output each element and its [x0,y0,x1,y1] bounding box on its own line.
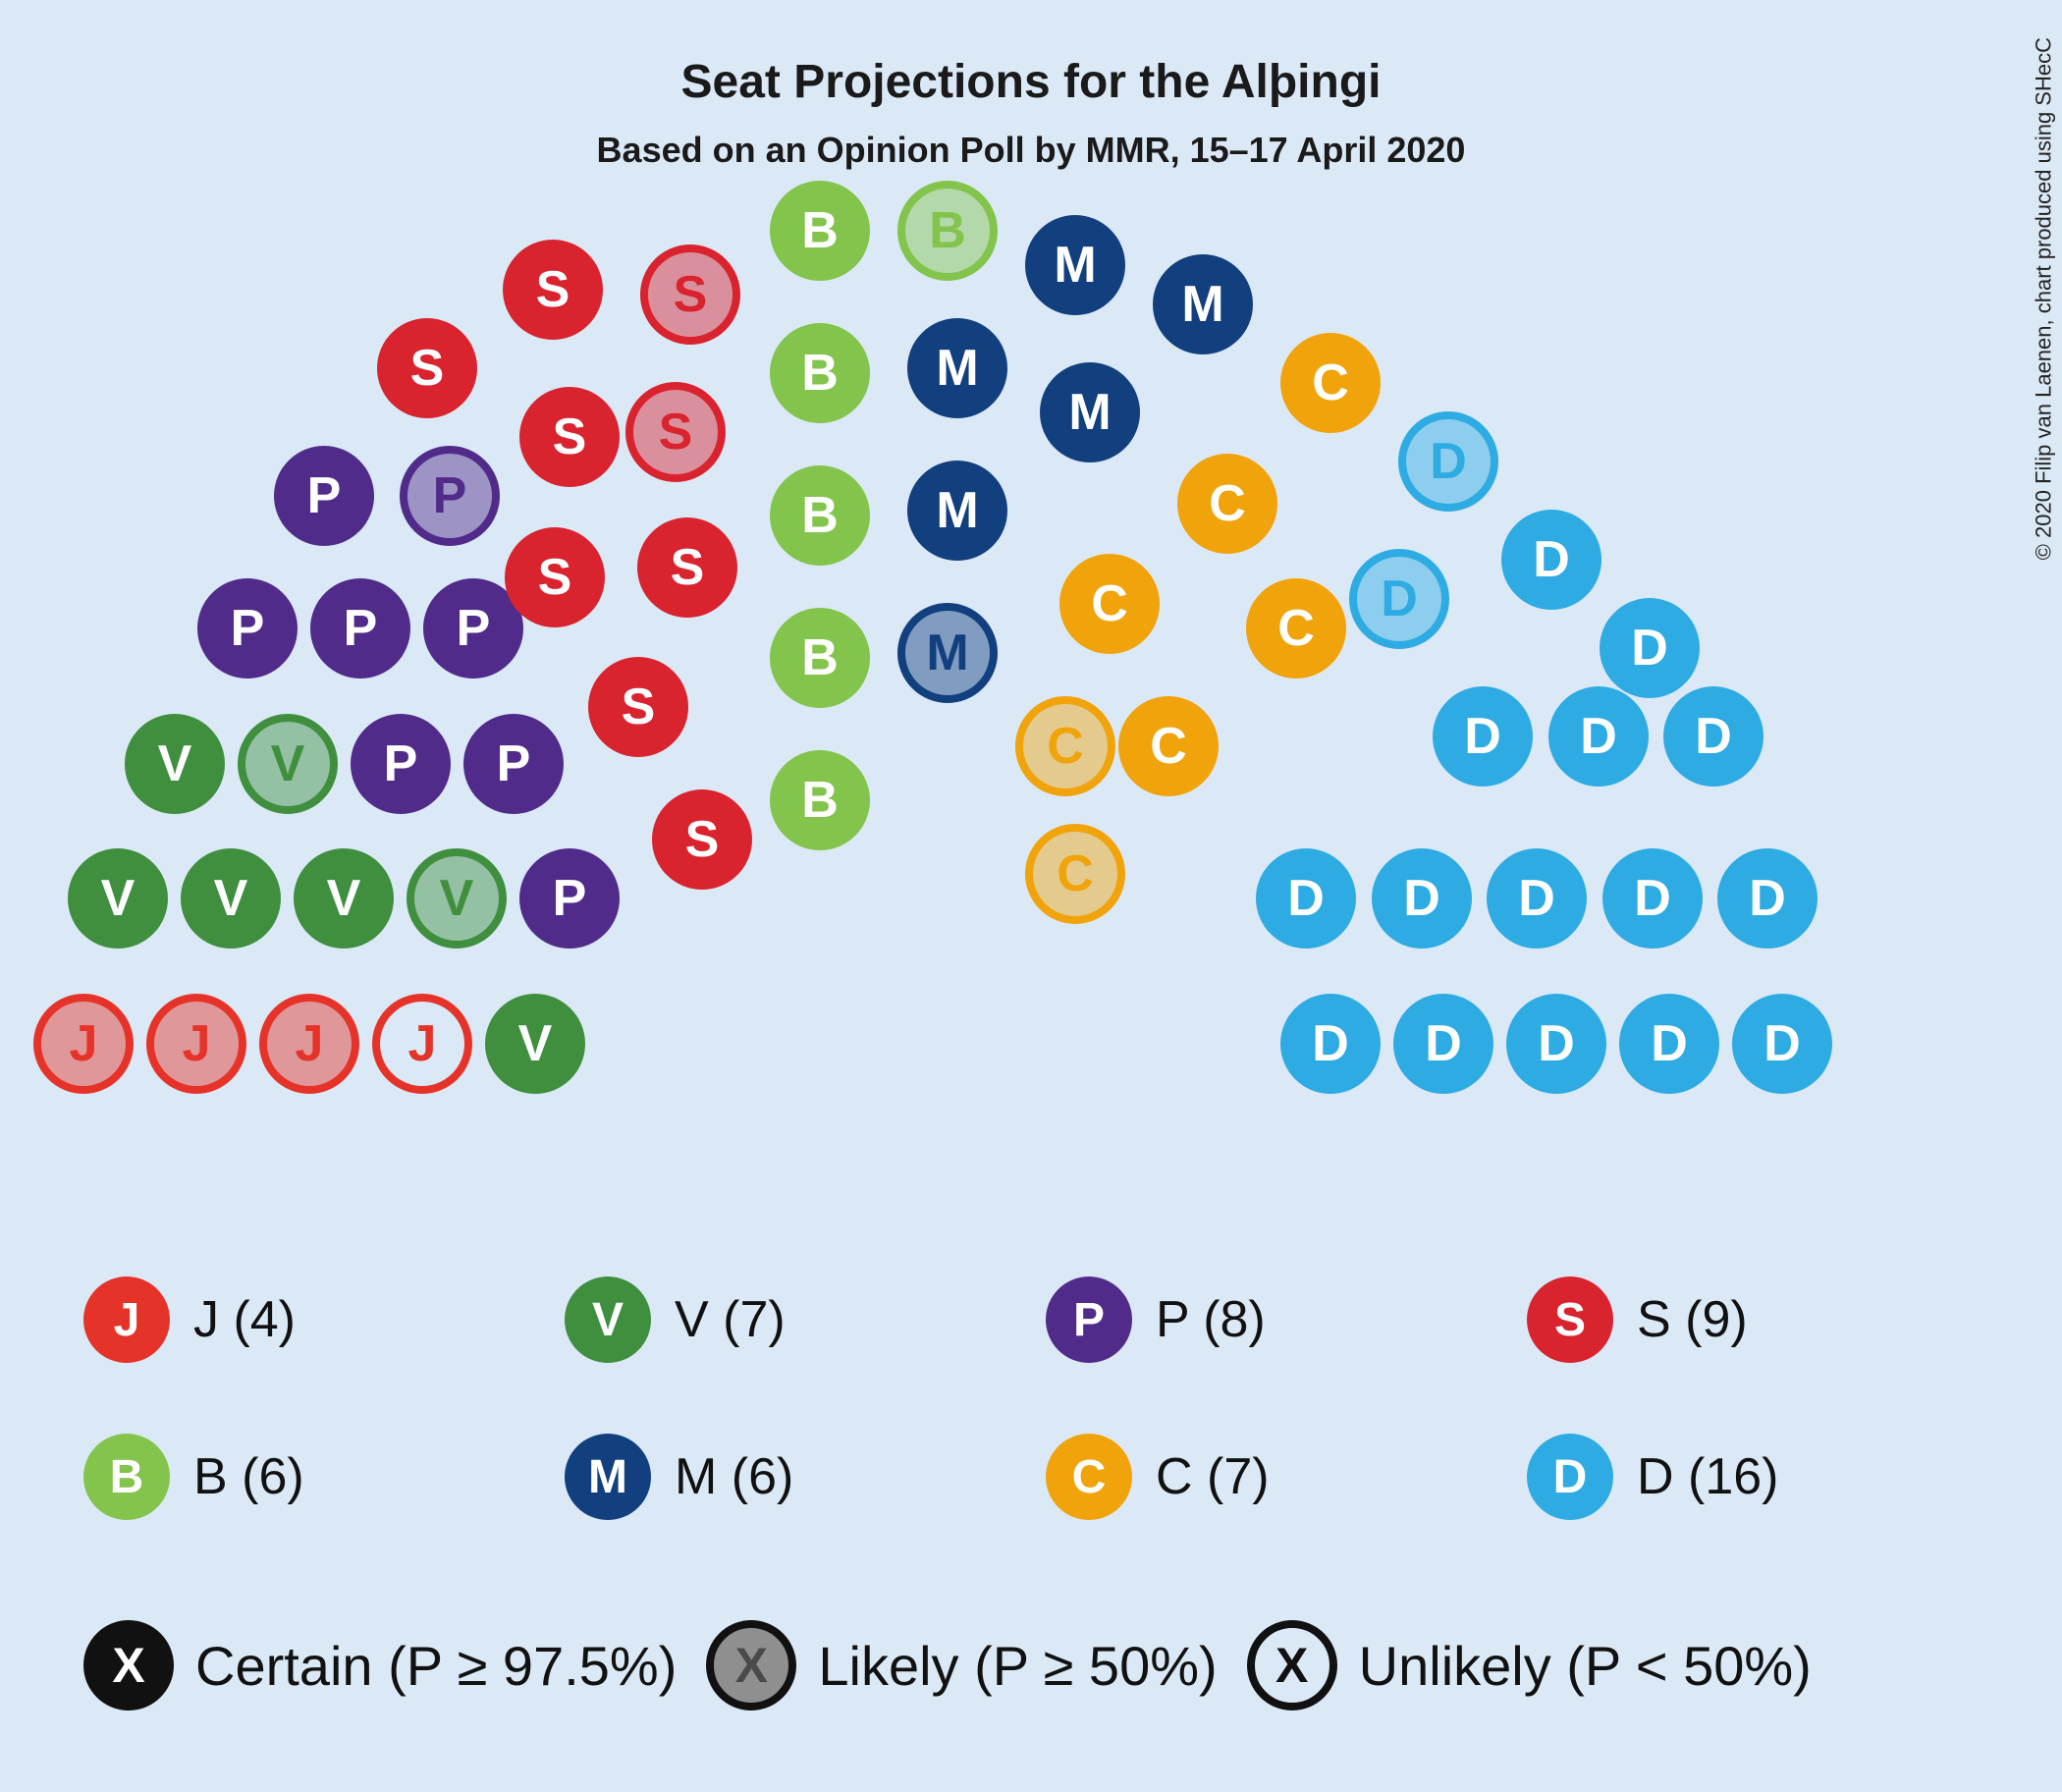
seat: B [770,608,870,708]
legend-dot: M [565,1434,651,1520]
seat: M [1040,362,1140,462]
probability-legend: X Certain (P ≥ 97.5%) X Likely (P ≥ 50%) X Un… [83,1620,1841,1711]
seat: D [1256,848,1356,949]
seat: S [503,240,603,340]
seat: M [907,461,1007,561]
seat: V [125,714,225,814]
legend-label: D (16) [1637,1447,1778,1506]
probability-label: Certain (P ≥ 97.5%) [195,1634,677,1698]
seat: D [1548,686,1649,787]
seat: P [197,578,298,679]
seat: M [1025,215,1125,315]
legend-label: S (9) [1637,1290,1748,1349]
probability-dot: X [1247,1620,1337,1711]
probability-item: X Likely (P ≥ 50%) [706,1620,1217,1711]
legend-label: C (7) [1156,1447,1270,1506]
seat: V [407,848,507,949]
seat: S [652,789,752,890]
seat: M [907,318,1007,418]
seat: C [1059,554,1160,654]
legend-item: D D (16) [1527,1434,1778,1520]
legend-label: M (6) [675,1447,793,1506]
probability-item: X Unlikely (P < 50%) [1247,1620,1812,1711]
seat: D [1349,549,1449,649]
seat: D [1487,848,1587,949]
seat: C [1177,454,1277,554]
legend-dot: V [565,1276,651,1363]
legend-dot: C [1046,1434,1132,1520]
probability-label: Unlikely (P < 50%) [1359,1634,1812,1698]
legend-label: B (6) [193,1447,304,1506]
legend-item: J J (4) [83,1276,296,1363]
seat: D [1280,994,1381,1094]
seat: P [519,848,620,949]
seat: S [505,527,605,627]
legend-item: V V (7) [565,1276,786,1363]
legend-item: S S (9) [1527,1276,1748,1363]
seat: C [1246,578,1346,679]
seat: D [1663,686,1764,787]
seat: P [310,578,410,679]
seat: D [1398,411,1498,512]
seat: J [33,994,134,1094]
legend-item: M M (6) [565,1434,793,1520]
seat: D [1602,848,1703,949]
legend-dot: B [83,1434,170,1520]
seat: S [519,387,620,487]
seat: D [1506,994,1606,1094]
seat: D [1372,848,1472,949]
seat: V [238,714,338,814]
legend-label: P (8) [1156,1290,1266,1349]
seat: J [146,994,246,1094]
legend-item: C C (7) [1046,1434,1270,1520]
seat: M [1153,254,1253,354]
seat: D [1501,510,1601,610]
seat: J [372,994,472,1094]
legend-item: P P (8) [1046,1276,1266,1363]
legend-dot: J [83,1276,170,1363]
seat: M [897,603,998,703]
seat: B [897,181,998,281]
seat: S [588,657,688,757]
seat: J [259,994,359,1094]
seat: P [351,714,451,814]
legend-dot: S [1527,1276,1613,1363]
seat: D [1732,994,1832,1094]
seat: B [770,181,870,281]
seat: S [640,244,740,345]
legend-dot: D [1527,1434,1613,1520]
seat: V [294,848,394,949]
seat: C [1118,696,1219,796]
seat: C [1025,824,1125,924]
legend-dot: P [1046,1276,1132,1363]
seat: V [68,848,168,949]
probability-item: X Certain (P ≥ 97.5%) [83,1620,677,1711]
seat: D [1717,848,1818,949]
seat: P [463,714,564,814]
seat: S [625,382,726,482]
seat: B [770,323,870,423]
seat: C [1015,696,1115,796]
seat: B [770,750,870,850]
seat: D [1433,686,1533,787]
seat: D [1393,994,1493,1094]
legend-label: V (7) [675,1290,786,1349]
probability-label: Likely (P ≥ 50%) [818,1634,1217,1698]
seat: V [485,994,585,1094]
seat: C [1280,333,1381,433]
seat: P [274,446,374,546]
probability-dot: X [83,1620,174,1711]
seat: S [637,517,737,618]
seat: S [377,318,477,418]
seat: P [400,446,500,546]
legend-label: J (4) [193,1290,296,1349]
legend-item: B B (6) [83,1434,304,1520]
seat: V [181,848,281,949]
hemicycle-chart: JJJJVVVVVPVVPPPPPPPSSSSSSSSSBBBBBBMMMMMM… [0,0,2062,1208]
seat: D [1600,598,1700,698]
seat: D [1619,994,1719,1094]
probability-dot: X [706,1620,796,1711]
seat: B [770,465,870,566]
